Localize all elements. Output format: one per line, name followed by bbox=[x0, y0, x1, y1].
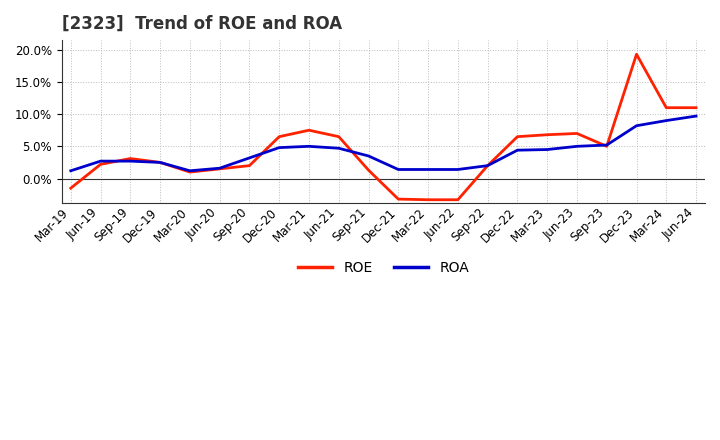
Legend: ROE, ROA: ROE, ROA bbox=[292, 256, 474, 281]
Text: [2323]  Trend of ROE and ROA: [2323] Trend of ROE and ROA bbox=[62, 15, 342, 33]
